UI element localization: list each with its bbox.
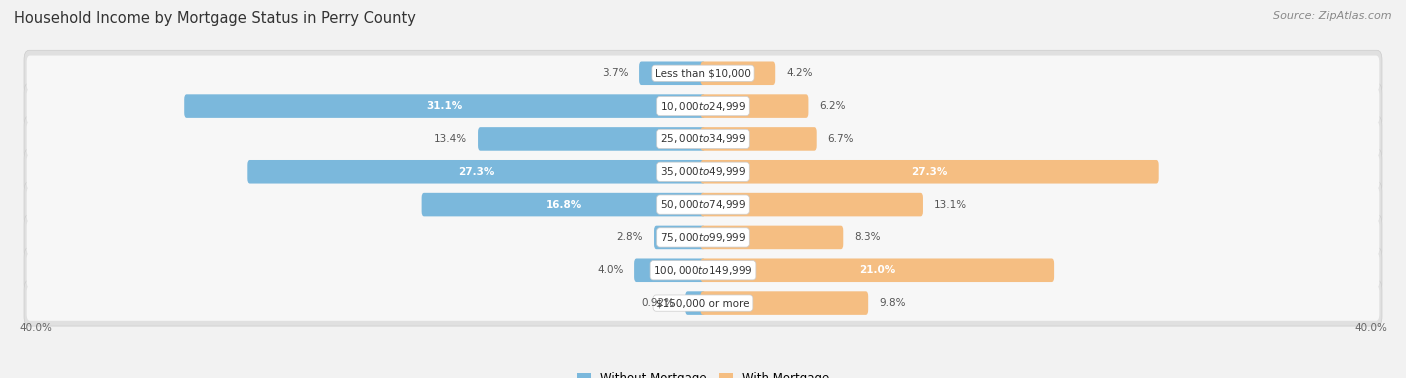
FancyBboxPatch shape [24,149,1382,195]
Text: $10,000 to $24,999: $10,000 to $24,999 [659,99,747,113]
Text: 2.8%: 2.8% [617,232,643,242]
FancyBboxPatch shape [27,154,1379,189]
FancyBboxPatch shape [184,94,706,118]
FancyBboxPatch shape [700,259,1054,282]
FancyBboxPatch shape [27,285,1379,321]
Text: 16.8%: 16.8% [546,200,582,209]
FancyBboxPatch shape [24,83,1382,129]
FancyBboxPatch shape [24,280,1382,326]
FancyBboxPatch shape [634,259,706,282]
Text: $25,000 to $34,999: $25,000 to $34,999 [659,132,747,146]
Text: $35,000 to $49,999: $35,000 to $49,999 [659,165,747,178]
FancyBboxPatch shape [654,226,706,249]
Text: 13.1%: 13.1% [934,200,967,209]
FancyBboxPatch shape [700,94,808,118]
Text: 27.3%: 27.3% [458,167,495,177]
FancyBboxPatch shape [27,121,1379,156]
FancyBboxPatch shape [700,127,817,151]
FancyBboxPatch shape [24,214,1382,260]
Text: Source: ZipAtlas.com: Source: ZipAtlas.com [1274,11,1392,21]
Text: 31.1%: 31.1% [427,101,463,111]
FancyBboxPatch shape [247,160,706,184]
Text: Less than $10,000: Less than $10,000 [655,68,751,78]
FancyBboxPatch shape [422,193,706,216]
Text: $150,000 or more: $150,000 or more [657,298,749,308]
FancyBboxPatch shape [24,181,1382,228]
FancyBboxPatch shape [24,116,1382,162]
FancyBboxPatch shape [700,291,868,315]
Text: 9.8%: 9.8% [879,298,905,308]
Text: $50,000 to $74,999: $50,000 to $74,999 [659,198,747,211]
Text: 8.3%: 8.3% [853,232,880,242]
FancyBboxPatch shape [700,193,922,216]
FancyBboxPatch shape [700,62,775,85]
Legend: Without Mortgage, With Mortgage: Without Mortgage, With Mortgage [572,367,834,378]
Text: $75,000 to $99,999: $75,000 to $99,999 [659,231,747,244]
Text: 0.92%: 0.92% [641,298,675,308]
Text: 4.0%: 4.0% [598,265,623,275]
FancyBboxPatch shape [24,50,1382,96]
Text: 4.2%: 4.2% [786,68,813,78]
Text: 21.0%: 21.0% [859,265,896,275]
Text: 40.0%: 40.0% [20,323,52,333]
FancyBboxPatch shape [685,291,706,315]
Text: 27.3%: 27.3% [911,167,948,177]
FancyBboxPatch shape [27,187,1379,222]
FancyBboxPatch shape [640,62,706,85]
Text: $100,000 to $149,999: $100,000 to $149,999 [654,264,752,277]
Text: 40.0%: 40.0% [1354,323,1386,333]
Text: Household Income by Mortgage Status in Perry County: Household Income by Mortgage Status in P… [14,11,416,26]
FancyBboxPatch shape [27,253,1379,288]
FancyBboxPatch shape [24,247,1382,293]
FancyBboxPatch shape [27,56,1379,91]
Text: 3.7%: 3.7% [602,68,628,78]
FancyBboxPatch shape [700,226,844,249]
FancyBboxPatch shape [478,127,706,151]
FancyBboxPatch shape [700,160,1159,184]
FancyBboxPatch shape [27,88,1379,124]
FancyBboxPatch shape [27,220,1379,255]
Text: 6.7%: 6.7% [828,134,853,144]
Text: 13.4%: 13.4% [434,134,467,144]
Text: 6.2%: 6.2% [820,101,845,111]
